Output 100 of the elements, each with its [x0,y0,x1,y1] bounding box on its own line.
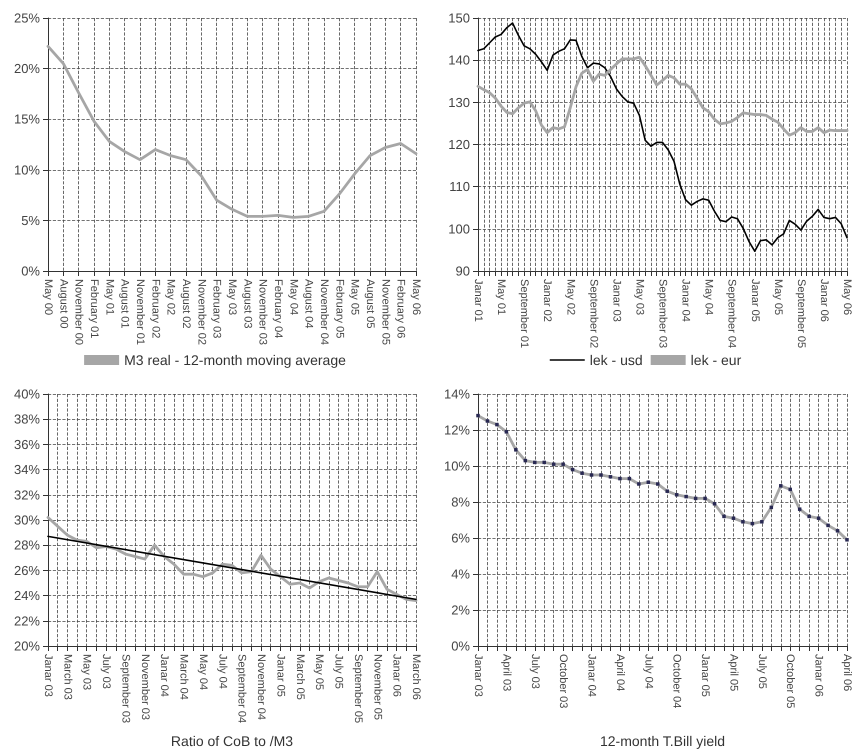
y-tick-label: 8% [451,494,470,510]
y-tick-label: 25% [14,10,40,26]
x-tick-label: May 01 [495,279,508,316]
x-tick-label: May 04 [702,279,715,316]
y-tick-label: 10% [14,162,40,178]
x-tick-label: August 02 [180,279,192,329]
x-tick-label: September 01 [518,279,530,348]
y-tick-label: 26% [14,562,40,578]
y-tick-label: 34% [14,462,40,478]
x-tick-label: September 04 [726,279,738,348]
y-tick-label: 14% [444,386,470,402]
x-axis-title: 12-month T.Bill yield [600,733,726,749]
x-tick-label: May 00 [42,279,54,316]
line-series [477,22,848,252]
x-axis-title: Ratio of CoB to /M3 [170,733,294,749]
x-tick-label: March 06 [410,654,422,700]
x-tick-label: July 03 [528,654,541,689]
x-tick-label: October 03 [557,654,570,708]
x-tick-label: March 04 [178,654,190,700]
y-tick-label: 5% [21,212,40,228]
x-tick-label: April 06 [841,654,853,692]
x-tick-label: August 03 [241,279,254,329]
x-tick-label: Janar 05 [274,654,286,697]
x-tick-label: November 03 [138,654,151,720]
y-tick-label: 32% [14,487,40,502]
y-tick-label: 20% [14,61,40,76]
y-tick-label: 12% [444,422,470,438]
x-tick-label: November 04 [255,654,268,720]
x-tick-label: May 04 [287,279,300,316]
y-tick-label: 6% [451,530,470,546]
x-tick-label: May 06 [410,279,422,316]
line-series [476,56,848,137]
y-tick-label: 110 [449,179,470,194]
y-tick-label: 90 [456,264,470,278]
y-tick-label: 38% [14,412,40,427]
x-tick-label: May 04 [196,654,209,690]
y-tick-label: 28% [14,538,40,553]
x-tick-label: February 06 [394,279,407,338]
x-tick-label: March 05 [294,654,306,700]
line-series [476,414,849,542]
x-tick-label: May 02 [564,279,576,316]
y-tick-label: 0% [21,264,40,278]
x-tick-label: Janar 05 [748,279,761,322]
x-tick-label: March 03 [61,654,74,700]
x-tick-label: July 03 [100,654,112,689]
y-tick-label: 100 [448,221,470,236]
x-tick-label: Janar 06 [390,654,403,697]
y-tick-label: 140 [448,52,470,68]
x-tick-label: Janar 03 [610,279,622,322]
x-tick-label: Janar 02 [541,279,554,322]
x-tick-label: July 05 [756,654,768,689]
y-tick-label: 150 [448,10,470,26]
x-tick-label: August 00 [57,279,70,329]
x-tick-label: February 03 [210,279,223,338]
legend-label: lek - eur [690,352,742,368]
x-tick-label: May 05 [348,279,361,316]
y-tick-label: 36% [14,436,40,452]
y-tick-label: 15% [14,112,40,127]
y-tick-label: 40% [14,386,40,402]
x-tick-label: November 04 [318,279,330,346]
x-tick-label: May 01 [103,279,116,316]
x-tick-label: November 00 [72,279,85,346]
x-tick-label: July 04 [216,654,228,689]
x-tick-label: May 05 [772,279,784,316]
x-tick-label: April 04 [614,654,626,692]
x-tick-label: May 03 [80,654,93,690]
x-tick-label: November 05 [371,654,384,720]
x-tick-label: November 03 [256,279,269,346]
line-series [46,44,418,219]
x-tick-label: Janar 04 [680,279,692,322]
x-tick-label: April 05 [727,654,740,692]
x-tick-label: July 05 [332,654,345,689]
x-tick-label: September 03 [656,279,668,348]
y-tick-label: 2% [451,602,470,618]
x-tick-label: May 06 [841,279,853,316]
x-tick-label: August 04 [302,279,315,329]
x-tick-label: August 01 [118,279,131,329]
x-tick-label: February 04 [272,279,284,338]
legend-label: M3 real - 12-month moving average [124,352,346,368]
x-tick-label: November 05 [379,279,392,346]
x-tick-label: October 04 [670,654,683,708]
x-tick-label: September 04 [236,654,248,724]
y-tick-label: 30% [14,512,40,528]
x-tick-label: July 04 [642,654,654,689]
x-tick-label: Janar 05 [699,654,712,697]
x-tick-label: February 05 [333,279,346,338]
legend-label: lek - usd [590,352,643,368]
x-tick-label: Janar 03 [472,654,484,697]
x-tick-label: May 02 [164,279,177,316]
y-tick-label: 4% [451,566,470,582]
x-tick-label: May 03 [633,279,646,316]
x-tick-label: Janar 06 [818,279,830,322]
y-tick-label: 20% [14,638,40,654]
x-tick-label: Janar 01 [472,279,484,322]
x-tick-label: August 05 [364,279,376,329]
y-tick-label: 130 [448,94,470,110]
x-tick-label: April 03 [500,654,512,692]
x-tick-label: October 05 [784,654,796,708]
x-tick-label: September 02 [587,279,600,348]
y-tick-label: 120 [448,137,470,152]
